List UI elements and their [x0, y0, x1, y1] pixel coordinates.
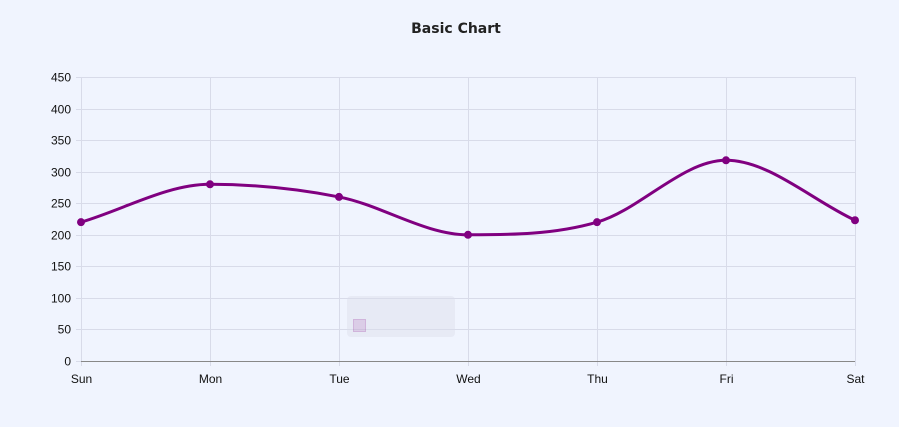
data-point	[464, 230, 472, 239]
y-tick-label: 250	[51, 197, 71, 211]
data-point	[722, 156, 730, 165]
y-tick-label: 200	[51, 229, 71, 243]
x-tick-label: Sat	[846, 372, 865, 386]
y-tick-label: 50	[58, 323, 72, 337]
chart-title: Basic Chart	[411, 21, 501, 37]
y-tick-label: 450	[51, 71, 71, 85]
y-tick-label: 400	[51, 103, 71, 117]
x-tick-label: Tue	[329, 372, 350, 386]
x-tick-label: Mon	[199, 372, 222, 386]
x-tick-label: Wed	[456, 372, 480, 386]
x-tick-label: Thu	[587, 372, 608, 386]
y-tick-label: 150	[51, 260, 71, 274]
data-point	[206, 180, 214, 189]
data-point	[851, 216, 859, 225]
y-tick-label: 350	[51, 134, 71, 148]
data-point	[77, 218, 85, 227]
legend[interactable]	[347, 296, 455, 337]
data-point	[593, 218, 601, 227]
x-tick-label: Sun	[71, 372, 92, 386]
x-tick-label: Fri	[720, 372, 734, 386]
data-point	[335, 192, 343, 201]
legend-swatch	[353, 319, 366, 332]
y-tick-label: 100	[51, 292, 71, 306]
y-tick-label: 0	[64, 355, 71, 369]
y-tick-label: 300	[51, 166, 71, 180]
